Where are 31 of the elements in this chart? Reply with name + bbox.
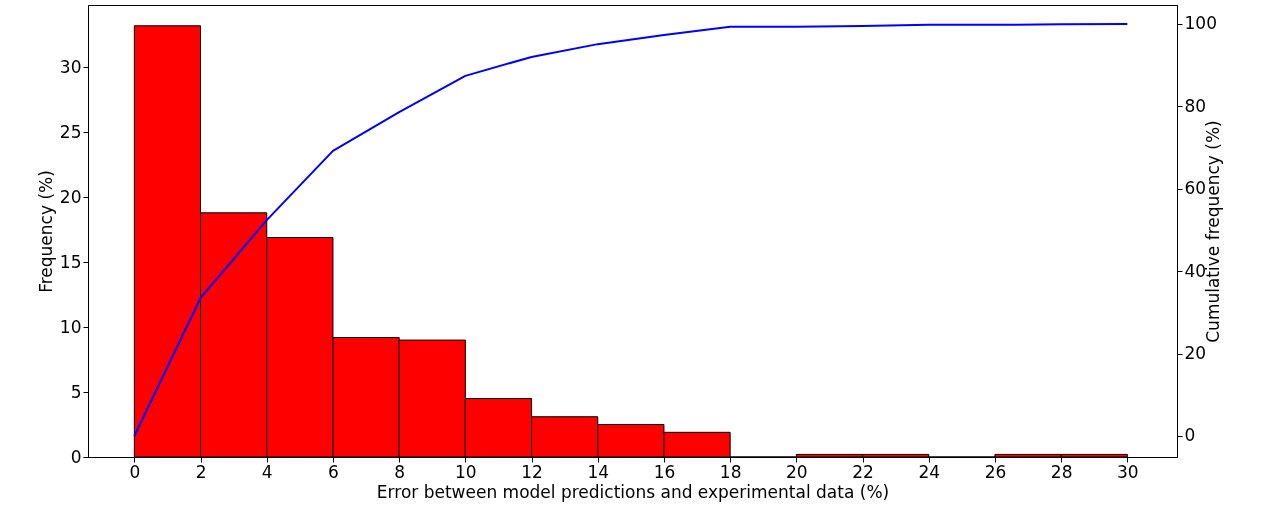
x-tick-label: 8 [394, 461, 406, 482]
x-tick-label: 14 [587, 461, 610, 482]
x-tick-label: 20 [786, 461, 808, 482]
y2-tick-label: 0 [1184, 425, 1196, 446]
y-tick-label: 0 [70, 446, 82, 467]
x-tick-label: 12 [521, 461, 543, 482]
x-tick-label: 2 [195, 461, 207, 482]
x-tick-label: 10 [455, 461, 477, 482]
x-tick-label: 16 [653, 461, 676, 482]
x-tick-label: 18 [719, 461, 742, 482]
y-tick-label: 20 [59, 186, 82, 207]
y2-tick-label: 100 [1184, 13, 1217, 34]
x-tick-label: 22 [852, 461, 874, 482]
y-tick-label: 5 [70, 381, 82, 402]
x-tick-label: 30 [1117, 461, 1139, 482]
y2-tick-label: 60 [1184, 178, 1207, 199]
y2-tick-label: 20 [1184, 343, 1207, 364]
y-axis-title: Frequency (%) [35, 170, 56, 293]
x-tick-label: 4 [261, 461, 273, 482]
x-tick-label: 26 [984, 461, 1007, 482]
y2-tick-label: 80 [1184, 95, 1207, 116]
x-tick-label: 28 [1050, 461, 1073, 482]
line-series [133, 22, 1129, 437]
y-tick-label: 10 [59, 316, 82, 337]
y-tick-label: 25 [59, 121, 82, 142]
x-tick-label: 0 [129, 461, 141, 482]
y-tick-label: 30 [59, 56, 82, 77]
y-tick-label: 15 [59, 251, 82, 272]
x-axis-title: Error between model predictions and experimental data (%) [376, 481, 890, 502]
x-tick-label: 6 [328, 461, 339, 482]
x-tick-label: 24 [918, 461, 941, 482]
